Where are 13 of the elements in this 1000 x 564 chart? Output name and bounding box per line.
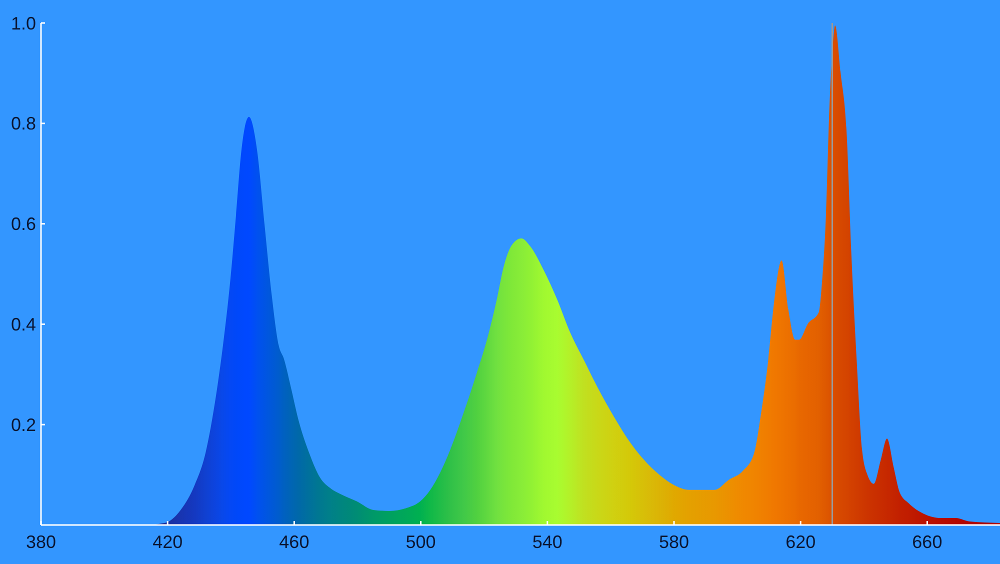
x-tick-label: 500 (406, 532, 436, 552)
y-tick-label: 0.4 (10, 314, 36, 334)
x-tick-label: 580 (658, 532, 690, 552)
x-tick-label: 420 (152, 532, 183, 552)
x-tick-label: 620 (786, 532, 816, 552)
y-tick-label: 0.8 (10, 114, 36, 134)
y-tick-label: 0.2 (10, 414, 36, 435)
x-tick-label: 540 (532, 532, 562, 552)
x-tick-label: 460 (279, 532, 310, 552)
x-tick-label: 660 (912, 532, 942, 552)
y-tick-label: 0.6 (10, 214, 36, 234)
y-tick-label: 1.0 (10, 13, 36, 34)
x-tick-label: 380 (26, 532, 56, 552)
